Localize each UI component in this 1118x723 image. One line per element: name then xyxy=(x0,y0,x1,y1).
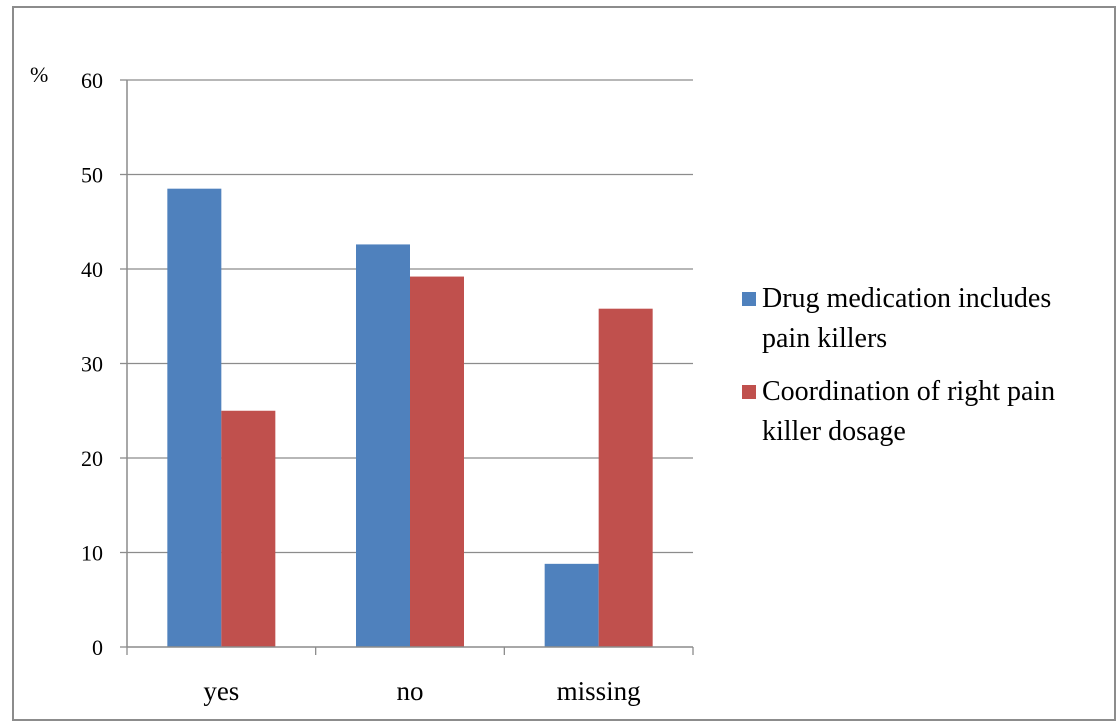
bar-coordination-no xyxy=(410,276,464,647)
legend-label: killer dosage xyxy=(762,416,906,447)
y-tick-label: 40 xyxy=(81,257,103,282)
axes xyxy=(120,79,694,655)
y-tick-labels: 0 10 20 30 40 50 60 xyxy=(81,68,103,660)
y-tick-label: 0 xyxy=(92,635,103,660)
legend-label: Drug medication includes xyxy=(762,283,1051,314)
bar-drug-medication-no xyxy=(356,244,410,647)
bars xyxy=(167,188,653,648)
x-category-label: no xyxy=(397,676,424,706)
legend-label: pain killers xyxy=(762,323,887,354)
legend: Drug medication includes pain killers Coor… xyxy=(742,283,1055,447)
y-tick-label: 20 xyxy=(81,446,103,471)
y-tick-label: 10 xyxy=(81,541,103,566)
x-category-label: yes xyxy=(203,676,239,706)
y-tick-label: 60 xyxy=(81,68,103,93)
x-category-label: missing xyxy=(557,676,641,706)
x-category-labels: yes no missing xyxy=(203,676,640,706)
bar-drug-medication-missing xyxy=(544,563,599,647)
bar-drug-medication-yes xyxy=(167,188,222,648)
legend-swatch xyxy=(742,385,756,399)
y-axis-unit-label: % xyxy=(30,62,48,87)
bar-coordination-missing xyxy=(598,308,653,647)
legend-label: Coordination of right pain xyxy=(762,376,1055,407)
legend-swatch xyxy=(742,292,756,306)
y-tick-label: 50 xyxy=(81,163,103,188)
bar-coordination-yes xyxy=(221,410,276,647)
y-tick-label: 30 xyxy=(81,352,103,377)
